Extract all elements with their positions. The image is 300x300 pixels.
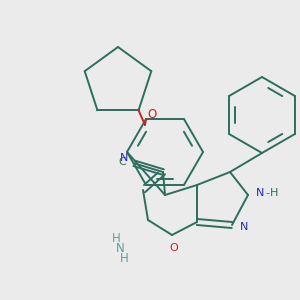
Text: N: N bbox=[120, 153, 128, 163]
Text: O: O bbox=[169, 243, 178, 253]
Text: N: N bbox=[240, 222, 248, 232]
Text: H: H bbox=[112, 232, 120, 245]
Text: -: - bbox=[265, 188, 269, 198]
Text: O: O bbox=[147, 108, 156, 121]
Text: N: N bbox=[116, 242, 124, 255]
Text: N: N bbox=[256, 188, 264, 198]
Text: H: H bbox=[270, 188, 278, 198]
Text: C: C bbox=[119, 157, 127, 167]
Text: H: H bbox=[120, 252, 128, 265]
